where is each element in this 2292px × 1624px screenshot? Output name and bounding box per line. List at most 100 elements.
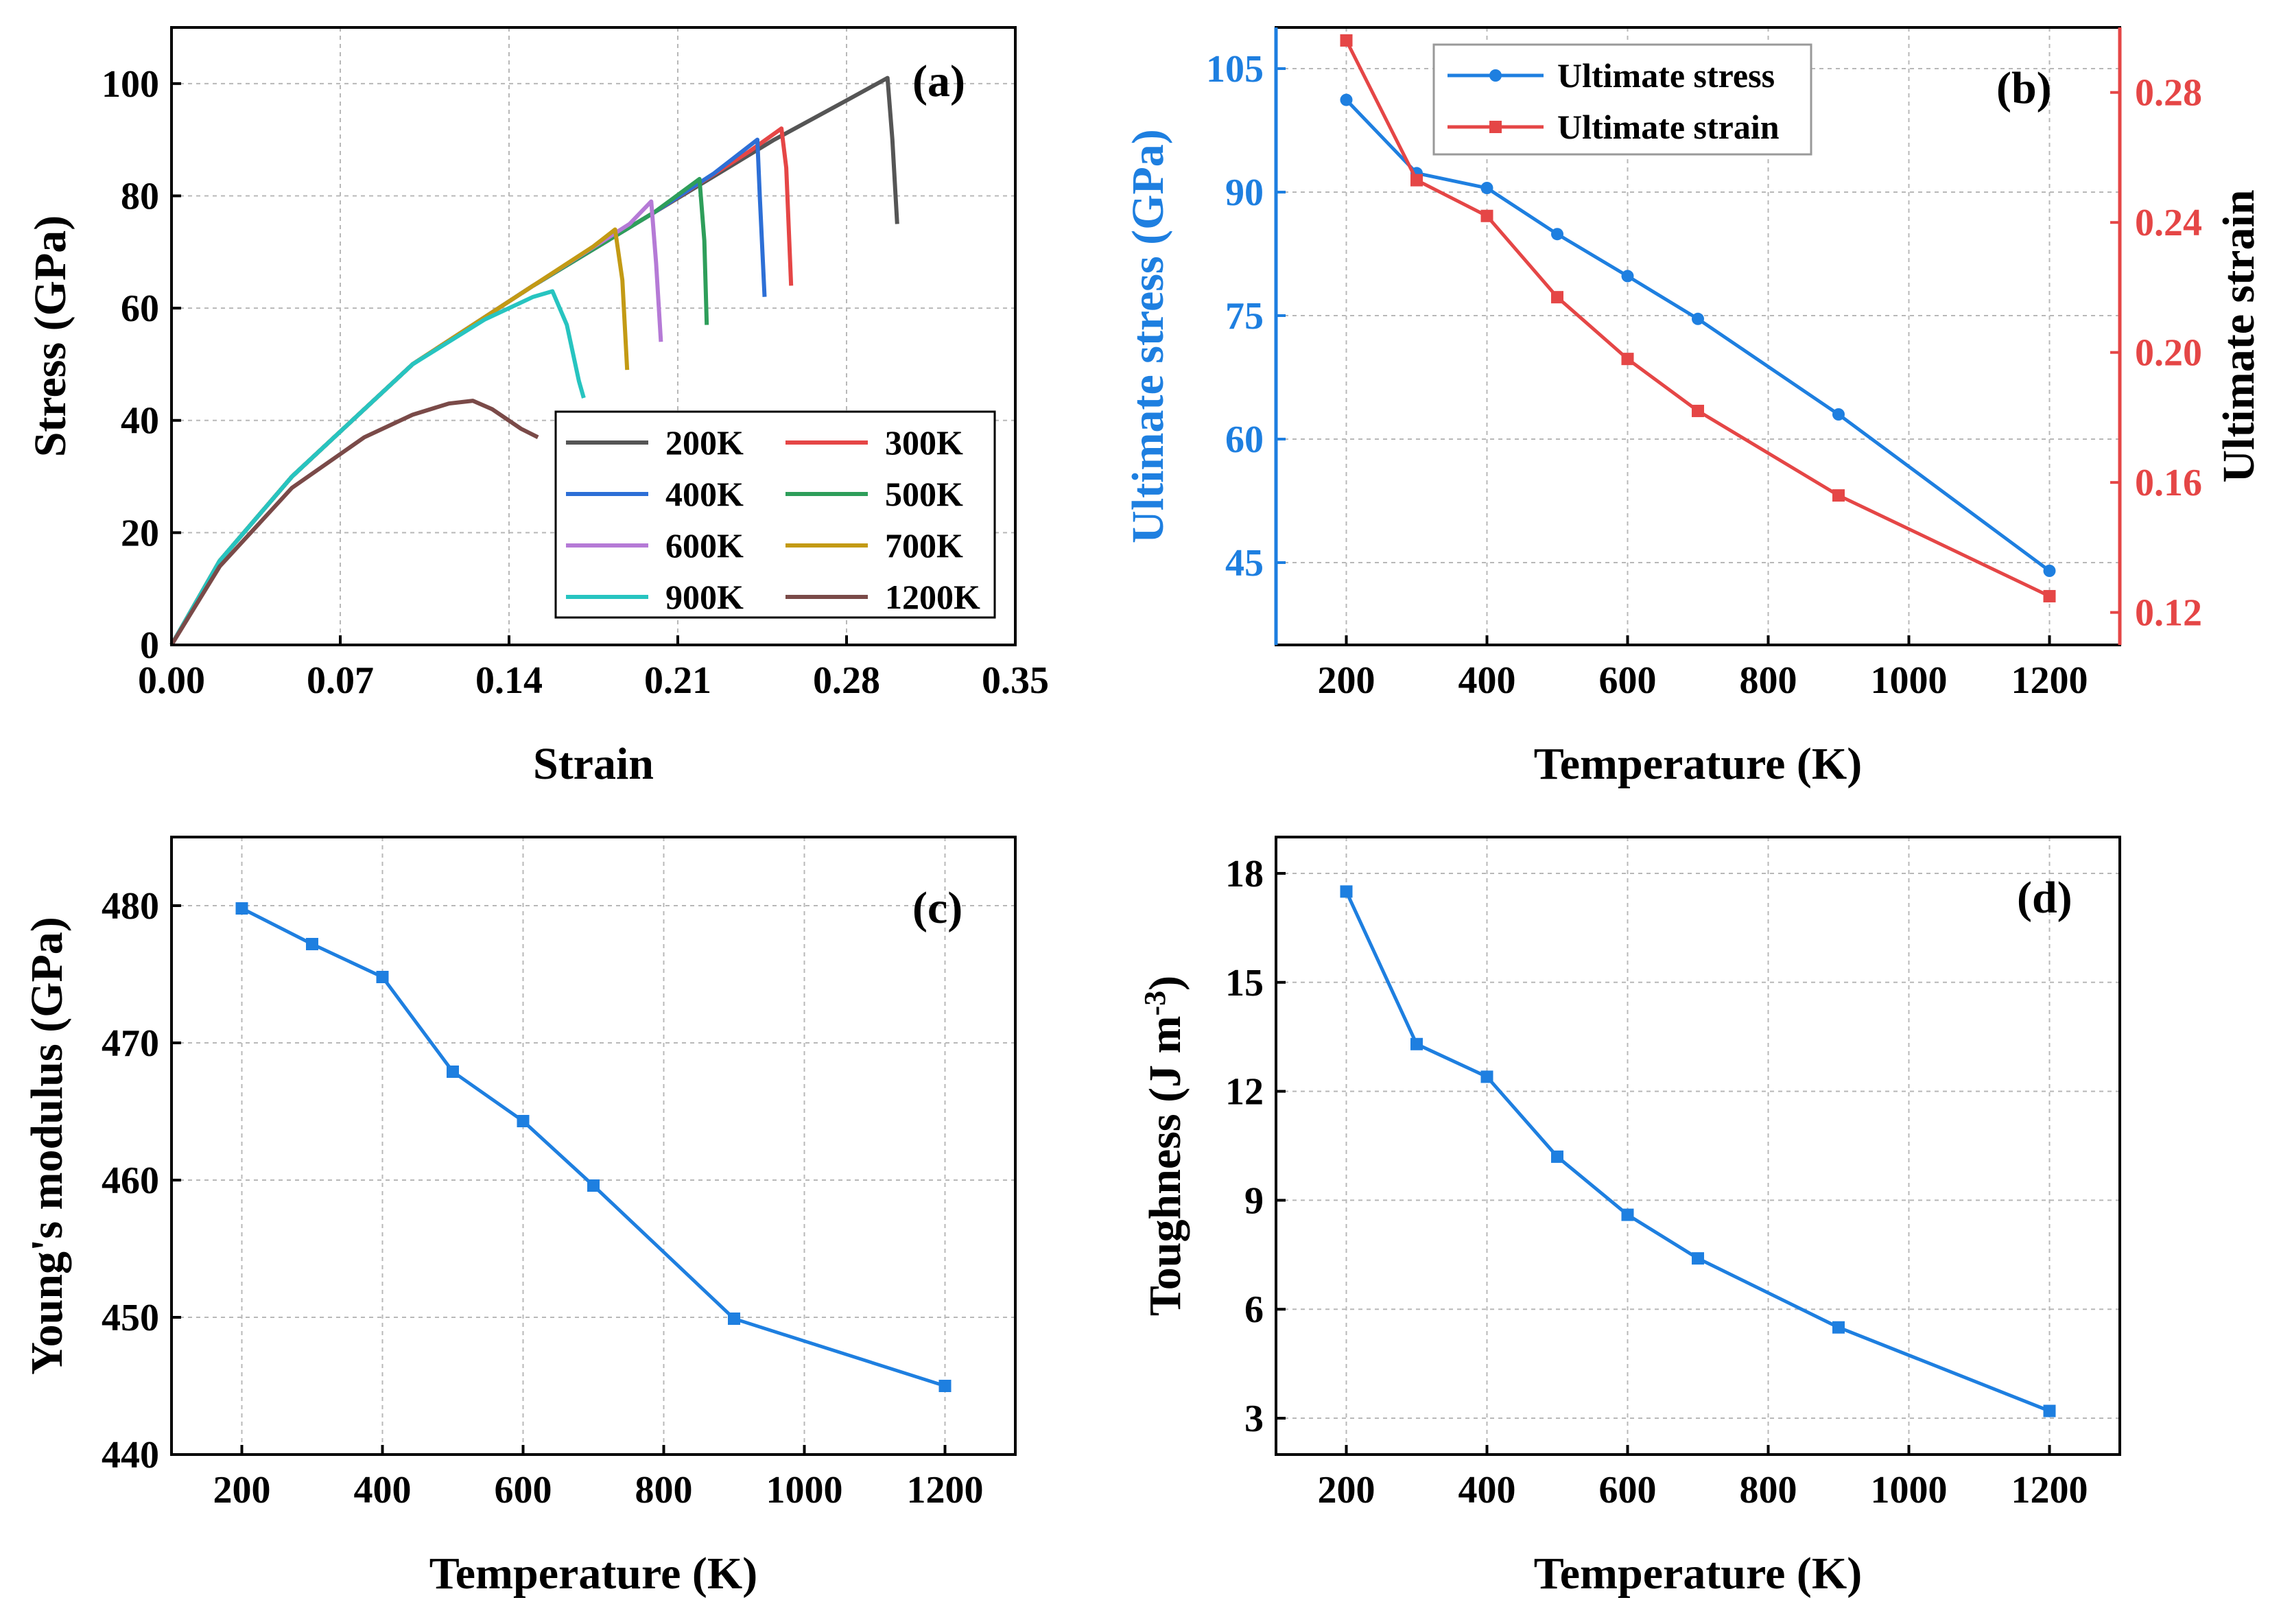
- data-point: [1340, 93, 1353, 106]
- legend-label: Ultimate stress: [1557, 56, 1775, 95]
- data-point: [1410, 174, 1423, 187]
- x-tick-label: 800: [635, 1469, 693, 1511]
- panel-label-a: (a): [912, 56, 965, 106]
- data-point: [1692, 1252, 1704, 1265]
- y-tick-label: 60: [121, 287, 159, 330]
- grid-c: [172, 837, 1015, 1455]
- x-tick-label: 1000: [766, 1469, 843, 1511]
- y-tick-label: 40: [121, 400, 159, 443]
- plot-frame-a: [170, 26, 1017, 646]
- y-tick-label: 100: [102, 63, 159, 106]
- data-point: [1832, 408, 1845, 421]
- y-right-axis-label-b: Ultimate strain: [2214, 189, 2264, 482]
- series-layer-c: [235, 902, 952, 1392]
- data-point: [1621, 270, 1634, 283]
- y-tick-label: 480: [102, 885, 159, 928]
- data-point: [1551, 1150, 1563, 1163]
- plot-frame-d: [1275, 836, 2121, 1456]
- series-line-1200k: [169, 399, 539, 646]
- y-axis-label-d-suffix: ): [1140, 976, 1190, 991]
- data-point: [1410, 1037, 1423, 1050]
- grid-d: [1276, 837, 2120, 1455]
- ticks-a: 0.00 0.07 0.14 0.21 0.28 0.35 0 20 40 60 80 100: [102, 63, 1049, 702]
- x-axis-label-c: Temperature (K): [429, 1549, 757, 1599]
- x-tick-label: 1200: [907, 1469, 984, 1511]
- data-point: [376, 971, 389, 983]
- data-point: [938, 1380, 952, 1392]
- ticks-b: 200 400 600 800 1000 1200 45 60 75 90 105 0.12 0.16 0…: [1206, 27, 2202, 702]
- y-axis-label-d-main: Toughness (J m: [1140, 1015, 1190, 1316]
- data-point: [1832, 1321, 1845, 1334]
- legend-label: 400K: [665, 475, 744, 513]
- y-tick-label: 90: [1225, 172, 1264, 214]
- y-axis-label-c: Young's modulus (GPa): [22, 917, 72, 1375]
- data-point: [517, 1115, 530, 1127]
- series-line-young-s-modulus: [241, 906, 946, 1388]
- x-tick-label: 400: [354, 1469, 412, 1511]
- y-tick-label: 15: [1225, 962, 1264, 1004]
- panel-label-c: (c): [912, 883, 962, 933]
- y-right-tick-label: 0.20: [2135, 332, 2202, 375]
- x-tick-label: 0.07: [307, 659, 374, 702]
- y-tick-label: 12: [1225, 1071, 1264, 1114]
- series-line-900k: [169, 289, 586, 646]
- series-line-toughness: [1345, 891, 2051, 1413]
- legend-label: 600K: [665, 526, 744, 565]
- y-tick-label: 9: [1244, 1179, 1264, 1222]
- data-point: [587, 1179, 600, 1192]
- panel-a: 0.00 0.07 0.14 0.21 0.28 0.35 0 20 40 60 80 100 (a)…: [25, 26, 1049, 789]
- y-right-tick-label: 0.28: [2135, 72, 2202, 115]
- y-tick-label: 60: [1225, 419, 1264, 461]
- series-layer-a: [169, 75, 899, 646]
- x-tick-label: 800: [1740, 1469, 1797, 1511]
- panel-label-b: (b): [1996, 63, 2052, 113]
- legend-label: 300K: [885, 423, 963, 462]
- y-tick-label: 80: [121, 175, 159, 217]
- legend-a: 200K 300K 400K 500K 600K 700K 900K 1200K: [554, 410, 996, 619]
- y-axis-label-d: Toughness (J m-3): [1138, 976, 1190, 1316]
- y-axis-label-d-superscript: -3: [1138, 991, 1172, 1016]
- data-point: [2043, 565, 2056, 577]
- x-tick-label: 1200: [2011, 1469, 2088, 1511]
- data-point: [1692, 312, 1704, 325]
- data-point: [2043, 1404, 2056, 1417]
- x-tick-label: 200: [213, 1469, 271, 1511]
- data-point: [1551, 228, 1563, 241]
- data-point: [306, 938, 318, 950]
- ticks-d: 200 400 600 800 1000 1200 3 6 9 12 15 18: [1225, 853, 2088, 1511]
- y-axis-label-a: Stress (GPa): [25, 215, 75, 458]
- x-tick-label: 0.28: [813, 659, 880, 702]
- y-tick-label: 450: [102, 1297, 159, 1339]
- series-layer-b: [1340, 34, 2056, 602]
- legend-label: 500K: [885, 475, 963, 513]
- y-tick-label: 440: [102, 1434, 159, 1476]
- x-tick-label: 600: [495, 1469, 552, 1511]
- plot-frame-c: [170, 836, 1017, 1456]
- y-tick-label: 470: [102, 1022, 159, 1065]
- y-tick-label: 18: [1225, 853, 1264, 895]
- data-point: [1340, 34, 1353, 47]
- legend-marker: [1489, 121, 1502, 133]
- panel-b: 200 400 600 800 1000 1200 45 60 75 90 105 0.12 0.16 0…: [1123, 26, 2264, 789]
- x-axis-label-b: Temperature (K): [1534, 739, 1862, 789]
- x-axis-label-a: Strain: [533, 739, 654, 789]
- x-tick-label: 1200: [2011, 659, 2088, 702]
- series-line-ultimate-stress: [1345, 98, 2051, 573]
- x-tick-label: 0.14: [475, 659, 543, 702]
- y-tick-label: 105: [1206, 48, 1264, 91]
- y-tick-label: 3: [1244, 1398, 1264, 1440]
- y-axis-label-b: Ultimate stress (GPa): [1123, 129, 1173, 543]
- data-point: [1340, 885, 1353, 898]
- legend-label: 700K: [885, 526, 963, 565]
- data-point: [1480, 182, 1493, 194]
- x-axis-label-d: Temperature (K): [1534, 1549, 1862, 1599]
- x-tick-label: 0.21: [644, 659, 711, 702]
- x-tick-label: 400: [1458, 659, 1516, 702]
- data-point: [1621, 1208, 1634, 1221]
- y-tick-label: 75: [1225, 295, 1264, 338]
- y-right-tick-label: 0.12: [2135, 592, 2202, 635]
- y-right-tick-label: 0.24: [2135, 202, 2202, 244]
- legend-label: 1200K: [885, 578, 980, 616]
- data-point: [1621, 353, 1634, 366]
